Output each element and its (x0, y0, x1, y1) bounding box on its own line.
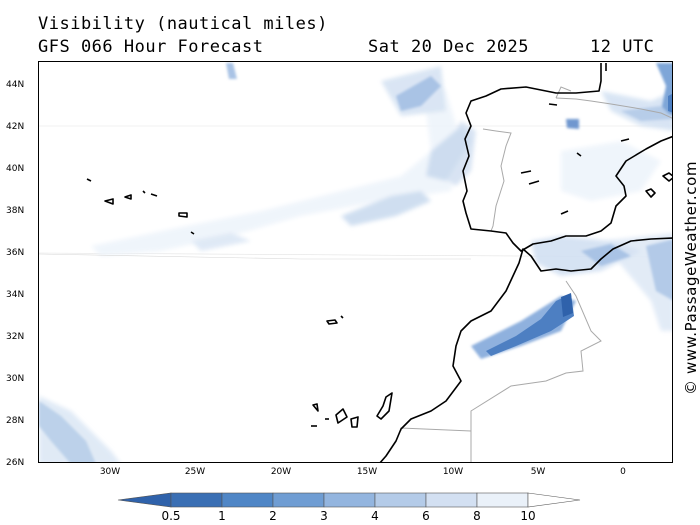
parallel-line (39, 253, 471, 260)
lat-label-38n: 38N (6, 206, 25, 216)
colorbar-segment (374, 492, 427, 508)
lat-label-44n: 44N (6, 80, 25, 90)
lat-label-32n: 32N (6, 332, 25, 342)
lat-label-36n: 36N (6, 248, 25, 258)
forecast-label: GFS 066 Hour Forecast (38, 37, 264, 57)
colorbar-segment (272, 492, 325, 508)
colorbar-label: 0.5 (161, 509, 181, 523)
lon-label-5w: 5W (530, 467, 546, 477)
lat-label-34n: 34N (6, 290, 25, 300)
credit-text: © www.PassageWeather.com (682, 160, 700, 395)
colorbar-label: 10 (520, 509, 536, 523)
colorbar-label: 2 (269, 509, 277, 523)
colorbar-label: 4 (371, 509, 379, 523)
colorbar-segment (323, 492, 376, 508)
lon-label-25w: 25W (184, 467, 206, 477)
colorbar-label: 6 (422, 509, 430, 523)
colorbar-max-arrow (527, 492, 581, 508)
colorbar-segment (221, 492, 274, 508)
lon-label-20w: 20W (270, 467, 292, 477)
lon-label-15w: 15W (356, 467, 378, 477)
lat-label-40n: 40N (6, 164, 25, 174)
lon-label-30w: 30W (99, 467, 121, 477)
lat-label-42n: 42N (6, 122, 25, 132)
forecast-date: Sat 20 Dec 2025 (368, 37, 530, 57)
lat-label-26n: 26N (6, 458, 25, 468)
map-title: Visibility (nautical miles) (38, 14, 328, 34)
colorbar-min-arrow (117, 492, 172, 508)
colorbar-label: 3 (320, 509, 328, 523)
colorbar-label: 1 (218, 509, 226, 523)
visibility-map (39, 63, 672, 462)
forecast-time: 12 UTC (590, 37, 655, 57)
colorbar-segment (476, 492, 529, 508)
lon-label-10w: 10W (442, 467, 464, 477)
coastlines (86, 63, 672, 462)
visibility-shading (39, 63, 672, 462)
colorbar-segment (425, 492, 478, 508)
colorbar-label: 8 (473, 509, 481, 523)
map-panel (38, 61, 673, 463)
lat-label-28n: 28N (6, 416, 25, 426)
colorbar-segment (170, 492, 223, 508)
lat-label-30n: 30N (6, 374, 25, 384)
lon-label-0: 0 (620, 467, 626, 477)
